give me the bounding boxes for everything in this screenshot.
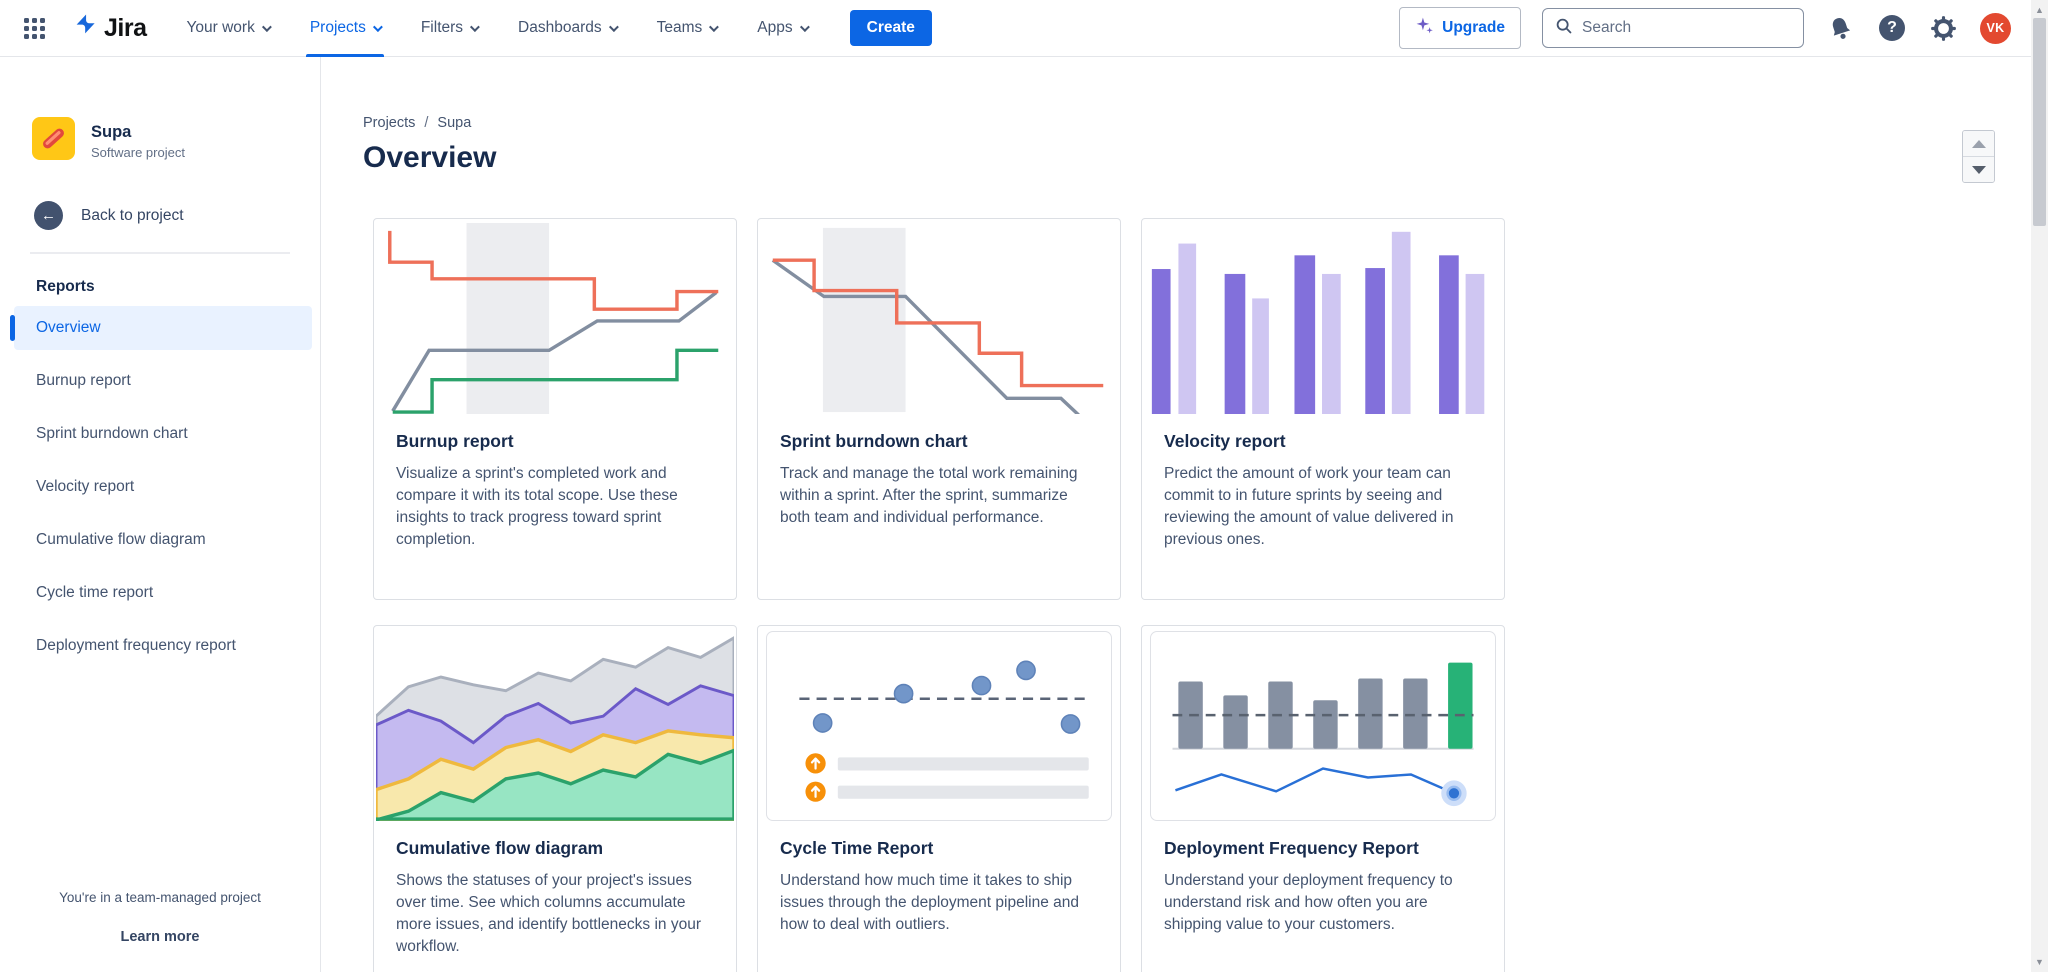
card-title: Sprint burndown chart [780,431,968,451]
triangle-down-icon [1971,166,1986,174]
sidebar: Supa Software project ← Back to project … [0,57,321,972]
cumulative-flow-illustration [374,626,736,821]
card-cycle-time-report[interactable]: Cycle Time Report Understand how much ti… [757,625,1121,972]
back-to-project[interactable]: ← Back to project [0,165,320,230]
sidebar-item-cycle-time-report[interactable]: Cycle time report [36,584,154,601]
card-description: Shows the statuses of your project's iss… [396,872,701,955]
project-header[interactable]: Supa Software project [0,57,320,165]
card-title: Deployment Frequency Report [1164,838,1419,858]
triangle-up-icon [1971,139,1986,148]
vertical-scrollbar[interactable]: ▲ ▼ [2031,0,2048,972]
breadcrumb-separator: / [424,115,429,131]
scroll-stepper [1962,130,1995,183]
chevron-down-icon [372,21,383,32]
team-managed-note: You're in a team-managed project [59,890,261,905]
nav-right: Upgrade ? [1399,7,2011,49]
card-cumulative-flow-diagram[interactable]: Cumulative flow diagram Shows the status… [373,625,737,972]
notifications-bell-icon[interactable] [1825,13,1856,44]
help-icon[interactable]: ? [1877,13,1907,43]
chevron-down-icon [709,21,720,32]
back-arrow-icon: ← [34,201,63,230]
cycle-time-illustration [758,626,1120,821]
scrollbar-up-arrow[interactable]: ▲ [2035,5,2044,15]
main-content: Projects / Supa Overview Burnup r [322,57,2031,972]
card-title: Cumulative flow diagram [396,838,604,858]
project-type: Software project [91,144,185,160]
card-description: Visualize a sprint's completed work and … [396,465,678,548]
stepper-up-button[interactable] [1963,131,1994,157]
card-sprint-burndown-chart[interactable]: Sprint burndown chart Track and manage t… [757,218,1121,600]
nav-item-teams[interactable]: Teams [653,0,721,57]
reports-heading: Reports [36,278,95,295]
sidebar-footer: You're in a team-managed project Learn m… [0,890,320,972]
sidebar-item-deployment-frequency-report[interactable]: Deployment frequency report [36,637,236,654]
user-avatar[interactable]: VK [1980,12,2011,44]
report-cards-grid: Burnup report Visualize a sprint's compl… [373,218,1505,972]
card-title: Burnup report [396,431,514,451]
sidebar-item-burnup-report[interactable]: Burnup report [36,372,131,389]
card-burnup-report[interactable]: Burnup report Visualize a sprint's compl… [373,218,737,600]
nav-item-projects[interactable]: Projects [305,0,384,57]
scrollbar-thumb[interactable] [2033,18,2046,226]
breadcrumb-projects[interactable]: Projects [363,115,416,131]
scrollbar-down-arrow[interactable]: ▼ [2035,957,2044,967]
create-button[interactable]: Create [849,10,932,46]
nav-item-apps[interactable]: Apps [753,0,810,57]
chevron-down-icon [470,21,480,32]
learn-more-link[interactable]: Learn more [120,929,200,945]
sidebar-item-cumulative-flow-diagram[interactable]: Cumulative flow diagram [36,531,206,548]
app-switcher-icon[interactable] [24,17,45,39]
reports-menu: Overview Burnup report Sprint burndown c… [0,306,320,668]
selected-indicator [10,315,15,341]
search-input[interactable] [1582,19,1791,37]
card-description: Track and manage the total work remainin… [780,465,1078,526]
nav-item-dashboards[interactable]: Dashboards [514,0,620,57]
page-title: Overview [363,141,497,174]
top-navigation: Jira Your work Projects Filters Dashboar… [0,0,2031,57]
nav-item-your-work[interactable]: Your work [182,0,272,57]
search-box [1542,8,1804,48]
sidebar-item-velocity-report[interactable]: Velocity report [36,478,135,495]
jira-logo-icon [71,12,98,44]
settings-gear-icon[interactable] [1928,13,1959,44]
chevron-down-icon [261,21,272,32]
project-name: Supa [91,122,132,141]
burndown-chart-illustration [758,219,1120,414]
card-description: Predict the amount of work your team can… [1164,465,1454,548]
breadcrumb-supa[interactable]: Supa [437,115,472,131]
deployment-frequency-illustration [1142,626,1504,821]
velocity-chart-illustration [1142,219,1504,414]
sparkle-icon [1415,16,1434,40]
upgrade-button[interactable]: Upgrade [1399,7,1521,49]
card-description: Understand how much time it takes to shi… [780,872,1080,933]
jira-logo-text: Jira [104,13,147,42]
chevron-down-icon [799,21,810,32]
burnup-chart-illustration [374,219,736,414]
search-icon [1555,17,1573,40]
chevron-down-icon [608,21,619,32]
nav-left: Jira Your work Projects Filters Dashboar… [24,0,932,57]
sidebar-item-overview[interactable]: Overview [10,306,312,350]
breadcrumb: Projects / Supa [363,115,471,131]
jira-logo[interactable]: Jira [71,12,147,44]
card-title: Velocity report [1164,431,1286,451]
stepper-down-button[interactable] [1963,157,1994,182]
project-avatar-icon [32,117,75,165]
sidebar-item-sprint-burndown-chart[interactable]: Sprint burndown chart [36,425,188,442]
card-velocity-report[interactable]: Velocity report Predict the amount of wo… [1141,218,1505,600]
card-deployment-frequency-report[interactable]: Deployment Frequency Report Understand y… [1141,625,1505,972]
card-title: Cycle Time Report [780,838,934,858]
nav-item-filters[interactable]: Filters [417,0,481,57]
sidebar-divider [30,252,290,254]
card-description: Understand your deployment frequency to … [1164,872,1453,933]
